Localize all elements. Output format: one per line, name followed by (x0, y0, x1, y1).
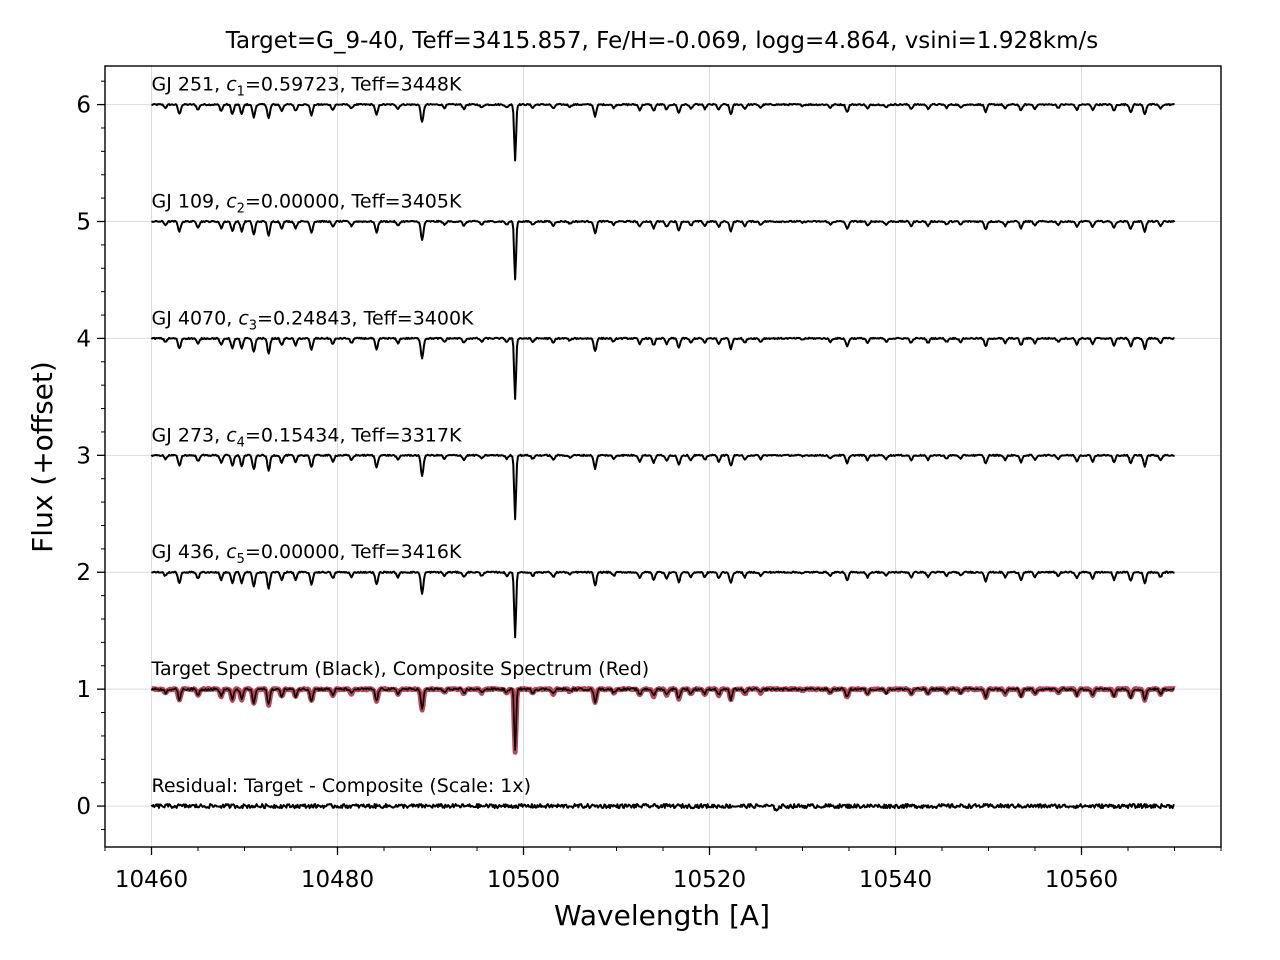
series-label: Target Spectrum (Black), Composite Spect… (151, 658, 650, 680)
y-tick-label: 6 (76, 93, 91, 119)
series-label: GJ 251, c1=0.59723, Teff=3448K (152, 74, 462, 100)
series-line (151, 570, 1175, 639)
series-label: Residual: Target - Composite (Scale: 1x) (152, 775, 532, 797)
series-label: GJ 273, c4=0.15434, Teff=3317K (152, 424, 462, 450)
x-axis-label: Wavelength [A] (554, 899, 770, 932)
x-axis: 10460 10480 10500 10520 10540 10560 (104, 847, 1222, 893)
series-labels: GJ 251, c1=0.59723, Teff=3448K GJ 109, c2… (151, 74, 650, 797)
chart-title: Target=G_9-40, Teff=3415.857, Fe/H=-0.06… (225, 28, 1098, 54)
series-line (150, 336, 1175, 400)
series-line (151, 102, 1175, 162)
y-tick-label: 3 (76, 443, 91, 469)
series-line (150, 803, 1175, 812)
series-label: GJ 436, c5=0.00000, Teff=3416K (152, 541, 462, 567)
x-tick-label: 10460 (115, 867, 188, 893)
series-label: GJ 4070, c3=0.24843, Teff=3400K (152, 307, 475, 333)
y-tick-label: 2 (76, 560, 91, 586)
series-line (151, 219, 1176, 281)
y-axis: 0 1 2 3 4 5 6 (76, 80, 105, 830)
x-tick-label: 10500 (487, 867, 560, 893)
series-label: GJ 109, c2=0.00000, Teff=3405K (152, 190, 462, 216)
x-tick-label: 10560 (1045, 867, 1118, 893)
y-tick-label: 4 (76, 326, 91, 352)
y-tick-label: 5 (76, 209, 91, 235)
x-tick-label: 10520 (673, 867, 746, 893)
y-axis-label: Flux (+offset) (26, 361, 59, 553)
x-tick-label: 10540 (859, 867, 932, 893)
series-line (150, 687, 1175, 751)
y-tick-label: 0 (76, 794, 91, 820)
y-tick-label: 1 (76, 677, 91, 703)
series-layer (149, 102, 1177, 812)
x-tick-label: 10480 (301, 867, 374, 893)
series-line (150, 453, 1175, 521)
